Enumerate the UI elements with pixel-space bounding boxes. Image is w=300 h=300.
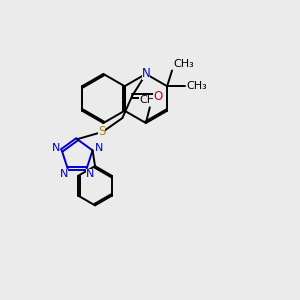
Text: N: N — [52, 143, 60, 153]
Text: CH₃: CH₃ — [187, 81, 208, 91]
Text: CH₃: CH₃ — [140, 95, 160, 105]
Text: N: N — [142, 68, 150, 80]
Text: CH₃: CH₃ — [173, 59, 194, 69]
Text: N: N — [60, 169, 68, 179]
Text: N: N — [94, 143, 103, 153]
Text: S: S — [98, 125, 105, 138]
Text: O: O — [153, 89, 162, 103]
Text: N: N — [86, 169, 94, 179]
